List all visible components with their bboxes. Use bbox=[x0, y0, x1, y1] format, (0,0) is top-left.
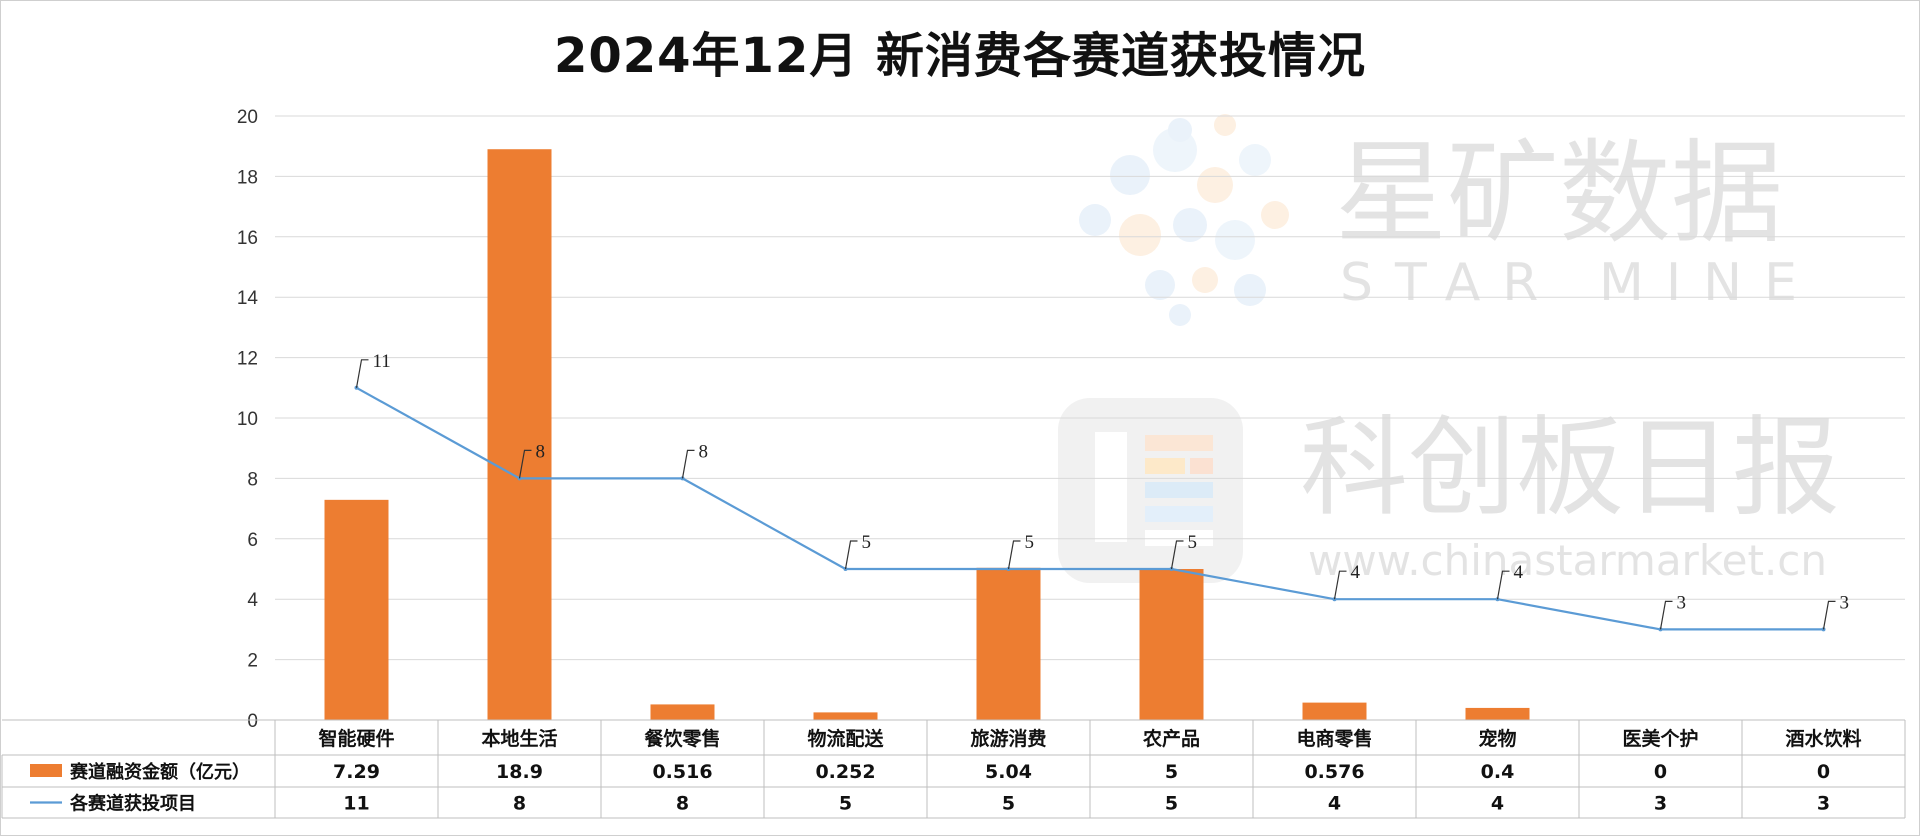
legend-label-bar: 赛道融资金额（亿元） bbox=[69, 761, 250, 783]
x-tick-label: 宠物 bbox=[1478, 727, 1516, 750]
line-series: 11 8 8 5 5 5 4 4 3 3 bbox=[354, 351, 1850, 632]
y-tick-label: 10 bbox=[237, 409, 258, 430]
legend-label-line: 各赛道获投项目 bbox=[69, 793, 196, 815]
table-cell-amount: 0 bbox=[1654, 761, 1667, 783]
table-cell-amount: 0.576 bbox=[1304, 761, 1364, 783]
x-tick-label: 电商零售 bbox=[1296, 727, 1372, 750]
table-cell-amount: 5.04 bbox=[985, 761, 1032, 783]
line-data-label: 3 bbox=[1677, 592, 1687, 613]
x-tick-label: 旅游消费 bbox=[970, 727, 1046, 750]
line-data-label: 5 bbox=[862, 532, 872, 553]
y-tick-label: 0 bbox=[247, 711, 258, 732]
star-mine-logo-dots bbox=[1079, 114, 1289, 326]
y-tick-label: 8 bbox=[247, 469, 258, 490]
data-label-leader bbox=[844, 540, 858, 570]
y-tick-label: 12 bbox=[237, 349, 258, 370]
line-path bbox=[355, 386, 1824, 631]
table-cell-count: 8 bbox=[676, 793, 689, 815]
line-data-label: 8 bbox=[536, 441, 546, 462]
bars bbox=[324, 149, 1530, 721]
data-table: 智能硬件 本地生活 餐饮零售 物流配送 旅游消费 农产品 电商零售 宠物 医美个护 酒水饮料赛道融… bbox=[1, 719, 1906, 819]
line-data-label: 4 bbox=[1351, 562, 1361, 583]
y-tick-label: 4 bbox=[247, 590, 258, 611]
table-cell-amount: 0.252 bbox=[815, 761, 875, 783]
watermark-brand-cn: 星矿数据 bbox=[1335, 129, 1783, 259]
x-tick-label: 智能硬件 bbox=[318, 727, 394, 750]
line-data-label: 11 bbox=[373, 351, 391, 372]
table-cell-count: 4 bbox=[1328, 793, 1341, 815]
data-label-leader bbox=[1333, 570, 1347, 600]
y-tick-label: 14 bbox=[237, 288, 259, 309]
line-data-label: 8 bbox=[699, 441, 709, 462]
table-cell-count: 5 bbox=[839, 793, 852, 815]
y-tick-label: 20 bbox=[237, 107, 258, 128]
data-label-leader bbox=[1496, 570, 1510, 600]
chart-title: 2024年12月 新消费各赛道获投情况 bbox=[553, 28, 1367, 84]
y-tick-label: 6 bbox=[247, 530, 258, 551]
data-label-leader bbox=[1659, 600, 1673, 630]
bar bbox=[813, 712, 878, 720]
x-tick-label: 农产品 bbox=[1142, 727, 1200, 750]
data-label-leader bbox=[1007, 540, 1021, 570]
publisher-logo bbox=[1058, 398, 1243, 583]
x-tick-label: 物流配送 bbox=[807, 727, 884, 750]
line-data-label: 5 bbox=[1188, 532, 1198, 553]
watermark-publisher-cn: 科创板日报 bbox=[1300, 406, 1840, 531]
bar bbox=[1302, 702, 1367, 720]
table-cell-count: 8 bbox=[513, 793, 526, 815]
table-cell-count: 5 bbox=[1002, 793, 1015, 815]
table-cell-amount: 5 bbox=[1165, 761, 1178, 783]
table-cell-amount: 0.4 bbox=[1481, 761, 1515, 783]
bar bbox=[650, 704, 715, 720]
watermark-site: www.chinastarmarket.cn bbox=[1308, 536, 1827, 585]
y-axis-ticks: 0 2 4 6 8 10 12 14 16 18 20 bbox=[237, 107, 259, 732]
table-cell-amount: 0 bbox=[1817, 761, 1830, 783]
y-tick-label: 2 bbox=[247, 651, 258, 672]
table-cell-count: 11 bbox=[343, 793, 369, 815]
bar bbox=[324, 499, 389, 720]
line-data-label: 3 bbox=[1840, 592, 1850, 613]
x-tick-label: 餐饮零售 bbox=[644, 727, 720, 750]
data-label-leader bbox=[681, 449, 695, 479]
table-cell-count: 3 bbox=[1654, 793, 1667, 815]
table-cell-amount: 0.516 bbox=[652, 761, 712, 783]
watermark: 星矿数据 STAR MINE 科创板日报 www.chinastarmarket… bbox=[1058, 114, 1840, 585]
x-tick-label: 酒水饮料 bbox=[1785, 727, 1861, 750]
table-cell-amount: 18.9 bbox=[496, 761, 543, 783]
line-data-label: 5 bbox=[1025, 532, 1035, 553]
line-data-label: 4 bbox=[1514, 562, 1524, 583]
data-label-leader bbox=[1822, 600, 1836, 630]
bar bbox=[487, 149, 552, 721]
y-tick-label: 16 bbox=[237, 228, 258, 249]
table-cell-count: 5 bbox=[1165, 793, 1178, 815]
bar bbox=[1465, 707, 1530, 720]
data-label-leader bbox=[518, 449, 532, 479]
table-cell-count: 3 bbox=[1817, 793, 1830, 815]
legend-key-bar bbox=[30, 764, 62, 777]
table-cell-amount: 7.29 bbox=[333, 761, 380, 783]
y-tick-label: 18 bbox=[237, 167, 258, 188]
bar bbox=[1139, 569, 1204, 720]
watermark-brand-en: STAR MINE bbox=[1340, 253, 1819, 313]
table-cell-count: 4 bbox=[1491, 793, 1504, 815]
bar bbox=[976, 567, 1041, 720]
x-tick-label: 本地生活 bbox=[481, 727, 557, 750]
x-tick-label: 医美个护 bbox=[1622, 727, 1698, 750]
data-label-leader bbox=[1170, 540, 1184, 570]
data-label-leader bbox=[355, 359, 369, 388]
